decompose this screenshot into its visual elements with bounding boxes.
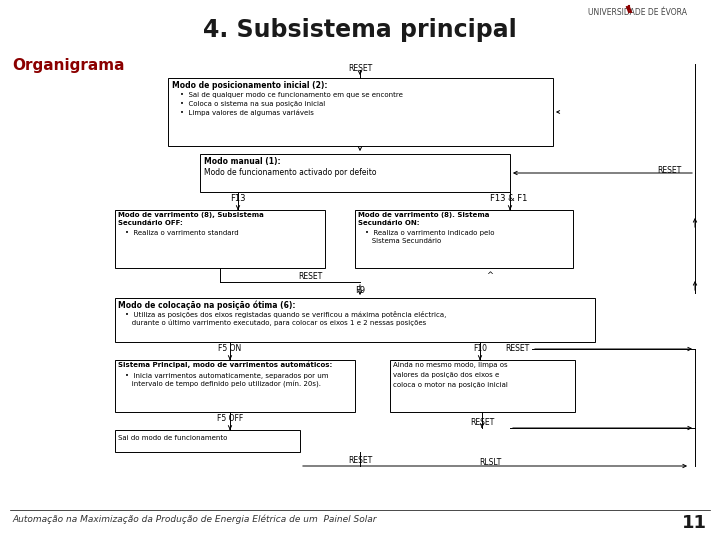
Text: RESET: RESET <box>470 418 494 427</box>
Text: coloca o motor na posição inicial: coloca o motor na posição inicial <box>393 382 508 388</box>
Text: F5 OFF: F5 OFF <box>217 414 243 423</box>
Text: Secundário ON:: Secundário ON: <box>358 220 420 226</box>
Text: Modo de posicionamento inicial (2):: Modo de posicionamento inicial (2): <box>172 81 328 90</box>
Text: F10: F10 <box>473 344 487 353</box>
Text: 4. Subsistema principal: 4. Subsistema principal <box>203 18 517 42</box>
Text: intervalo de tempo definido pelo utilizador (mín. 20s).: intervalo de tempo definido pelo utiliza… <box>125 381 321 388</box>
Text: Modo de varrimento (8). Sistema: Modo de varrimento (8). Sistema <box>358 212 490 218</box>
Text: F9: F9 <box>355 286 365 295</box>
Text: Sistema Principal, modo de varrimentos automáticos:: Sistema Principal, modo de varrimentos a… <box>118 362 332 368</box>
Text: •  Coloca o sistema na sua posição inicial: • Coloca o sistema na sua posição inicia… <box>180 101 325 107</box>
Bar <box>355 210 573 268</box>
Text: Modo de colocação na posição ótima (6):: Modo de colocação na posição ótima (6): <box>118 300 295 309</box>
Text: •  Inicia varrimentos automaticamente, separados por um: • Inicia varrimentos automaticamente, se… <box>125 373 328 379</box>
Bar <box>200 154 510 192</box>
Bar <box>168 78 553 146</box>
Text: RESET: RESET <box>298 272 322 281</box>
Text: ^: ^ <box>487 271 493 280</box>
Text: F5 ON: F5 ON <box>218 344 242 353</box>
Text: •  Realiza o varrimento indicado pelo: • Realiza o varrimento indicado pelo <box>365 230 495 236</box>
Text: •  Limpa valores de algumas variáveis: • Limpa valores de algumas variáveis <box>180 110 314 117</box>
Text: RESET: RESET <box>657 166 681 175</box>
Text: RESET: RESET <box>505 344 529 353</box>
Text: Automação na Maximização da Produção de Energia Elétrica de um  Painel Solar: Automação na Maximização da Produção de … <box>12 514 377 523</box>
Text: Secundário OFF:: Secundário OFF: <box>118 220 183 226</box>
Text: •  Utiliza as posições dos eixos registadas quando se verificou a máxima potênci: • Utiliza as posições dos eixos registad… <box>125 311 446 318</box>
Text: RESET: RESET <box>348 64 372 73</box>
Text: •  Sai de qualquer modo ce funcionamento em que se encontre: • Sai de qualquer modo ce funcionamento … <box>180 92 403 98</box>
Text: RESET: RESET <box>348 456 372 465</box>
Text: 11: 11 <box>682 514 707 532</box>
Bar <box>115 360 355 412</box>
Bar <box>390 360 575 412</box>
Text: Modo manual (1):: Modo manual (1): <box>204 157 281 166</box>
Text: durante o último varrimento executado, para colocar os eixos 1 e 2 nessas posiçõ: durante o último varrimento executado, p… <box>125 320 426 327</box>
Text: Modo de varrimento (8), Subsistema: Modo de varrimento (8), Subsistema <box>118 212 264 218</box>
Bar <box>115 210 325 268</box>
Text: Sai do modo de funcionamento: Sai do modo de funcionamento <box>118 435 228 441</box>
Text: Sistema Secundário: Sistema Secundário <box>365 238 441 244</box>
Text: Modo de funcionamento activado por defeito: Modo de funcionamento activado por defei… <box>204 168 377 177</box>
Text: F13: F13 <box>230 194 246 203</box>
Text: valores da posição dos eixos e: valores da posição dos eixos e <box>393 372 499 378</box>
Text: F13 & F1: F13 & F1 <box>490 194 527 203</box>
Text: Organigrama: Organigrama <box>12 58 125 73</box>
Text: Ainda no mesmo modo, limpa os: Ainda no mesmo modo, limpa os <box>393 362 508 368</box>
Text: UNIVERSIDADE DE ÉVORA: UNIVERSIDADE DE ÉVORA <box>588 8 687 17</box>
Bar <box>115 430 300 452</box>
Text: •  Realiza o varrimento standard: • Realiza o varrimento standard <box>125 230 238 236</box>
Text: RLSLT: RLSLT <box>479 458 501 467</box>
Bar <box>115 298 595 342</box>
